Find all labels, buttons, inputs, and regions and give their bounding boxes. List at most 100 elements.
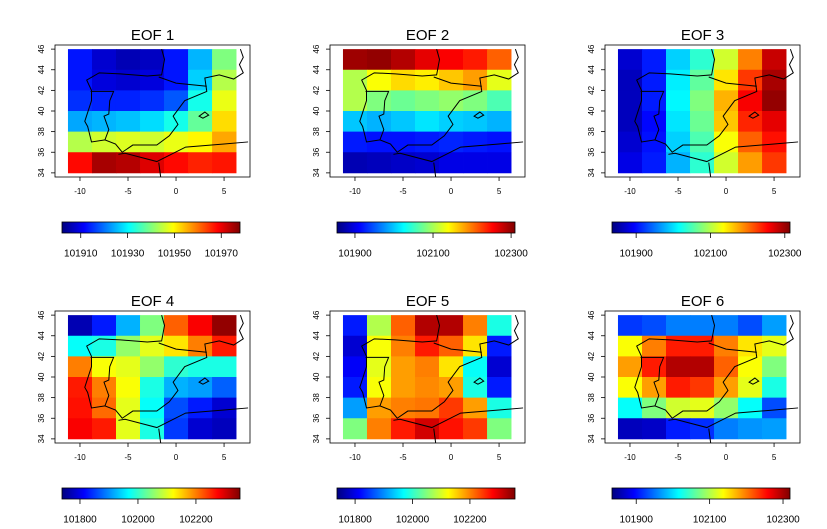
heatmap-cell (463, 49, 488, 71)
heatmap-cell (140, 152, 165, 174)
heatmap-cell (439, 335, 464, 357)
x-tick-label: -5 (399, 187, 407, 196)
heatmap-cell (762, 111, 787, 133)
heatmap-cell (212, 356, 237, 378)
heatmap-cell (91, 111, 117, 133)
heatmap-cell (439, 397, 464, 419)
y-tick-label: 44 (312, 331, 321, 340)
heatmap-cell (617, 131, 643, 153)
heatmap-cell (212, 377, 237, 399)
heatmap-cell (390, 418, 416, 440)
panel: EOF 4 -10 -5 0 5 34 36 38 40 42 44 46 101800 102000 10… (37, 293, 251, 526)
x-tick-label: 0 (174, 187, 179, 196)
heatmap-cell (188, 356, 213, 378)
x-tick-label: 0 (724, 453, 729, 462)
heatmap-cell (738, 49, 763, 71)
heatmap-cell (415, 49, 440, 71)
heatmap-cell (738, 131, 763, 153)
colorbar-tick-label: 101800 (338, 515, 372, 526)
colorbar (61, 487, 241, 500)
heatmap-cell (212, 111, 237, 133)
x-tick-label: -10 (349, 453, 361, 462)
heatmap-cell (212, 131, 237, 153)
heatmap-cell (487, 335, 512, 357)
panel-title: EOF 6 (681, 293, 724, 310)
heatmap-cell (762, 397, 787, 419)
y-tick-label: 36 (587, 147, 596, 156)
x-tick-label: -10 (74, 187, 86, 196)
heatmap-cell (617, 356, 643, 378)
panel: EOF 1 -10 -5 0 5 34 36 38 40 42 44 46 101910 101930 10… (37, 27, 251, 260)
heatmap-cell (164, 152, 189, 174)
heatmap-cell (140, 315, 165, 337)
y-tick-label: 40 (587, 372, 596, 381)
heatmap-cell (188, 315, 213, 337)
heatmap-cell (115, 90, 141, 112)
heatmap-cell (690, 315, 715, 337)
heatmap-cell (690, 356, 715, 378)
y-tick-label: 44 (587, 331, 596, 340)
heatmap-cell (690, 152, 715, 174)
y-tick-label: 44 (312, 65, 321, 74)
heatmap-cell (665, 418, 691, 440)
heatmap-cell (366, 377, 392, 399)
heatmap-cell (617, 69, 643, 91)
heatmap-cell (617, 49, 643, 71)
heatmap-cell (366, 418, 392, 440)
heatmap-cell (164, 418, 189, 440)
heatmap-cells (67, 49, 248, 177)
heatmap-cell (463, 356, 488, 378)
heatmap-cell (690, 335, 715, 357)
y-tick-label: 38 (37, 393, 46, 402)
y-tick-label: 42 (37, 351, 46, 360)
heatmap-cell (164, 315, 189, 337)
panel-title: EOF 1 (131, 27, 174, 44)
heatmap-cell (140, 111, 165, 133)
heatmap-cell (439, 131, 464, 153)
colorbar-tick-label: 102100 (694, 249, 728, 260)
heatmap-cell (188, 335, 213, 357)
y-tick-label: 36 (312, 413, 321, 422)
heatmap-cell (439, 418, 464, 440)
heatmap-cell (91, 69, 117, 91)
heatmap-cell (212, 49, 237, 71)
heatmap-cell (463, 90, 488, 112)
colorbar-tick-label: 101910 (64, 249, 98, 260)
heatmap-cell (415, 111, 440, 133)
heatmap-cell (91, 315, 117, 337)
heatmap-cell (690, 49, 715, 71)
heatmap-cell (91, 49, 117, 71)
colorbar-tick-label: 102000 (121, 515, 155, 526)
heatmap-cell (366, 131, 392, 153)
heatmap-cell (665, 111, 691, 133)
heatmap-cell (738, 111, 763, 133)
colorbar-tick-label: 101970 (205, 249, 239, 260)
heatmap-cell (415, 377, 440, 399)
heatmap-cells (342, 315, 523, 443)
colorbar-tick-label: 102200 (453, 515, 487, 526)
heatmap-cell (690, 397, 715, 419)
panel-title: EOF 2 (406, 27, 449, 44)
heatmap-cell (212, 90, 237, 112)
heatmap-cell (487, 69, 512, 91)
heatmap-cell (188, 131, 213, 153)
heatmap-cell (487, 131, 512, 153)
heatmap-cell (487, 49, 512, 71)
heatmap-cell (762, 335, 787, 357)
heatmap-cell (390, 111, 416, 133)
heatmap-cell (67, 356, 93, 378)
y-tick-label: 34 (37, 168, 46, 177)
heatmap-cell (366, 335, 392, 357)
y-tick-label: 42 (587, 85, 596, 94)
heatmap-cell (641, 418, 667, 440)
heatmap-cell (342, 69, 368, 91)
heatmap-cell (439, 49, 464, 71)
x-tick-label: -10 (624, 187, 636, 196)
heatmap-cell (415, 315, 440, 337)
heatmap-cell (91, 90, 117, 112)
heatmap-cell (164, 131, 189, 153)
heatmap-cell (487, 377, 512, 399)
heatmap-cell (140, 397, 165, 419)
heatmap-cell (641, 377, 667, 399)
heatmap-cell (665, 131, 691, 153)
